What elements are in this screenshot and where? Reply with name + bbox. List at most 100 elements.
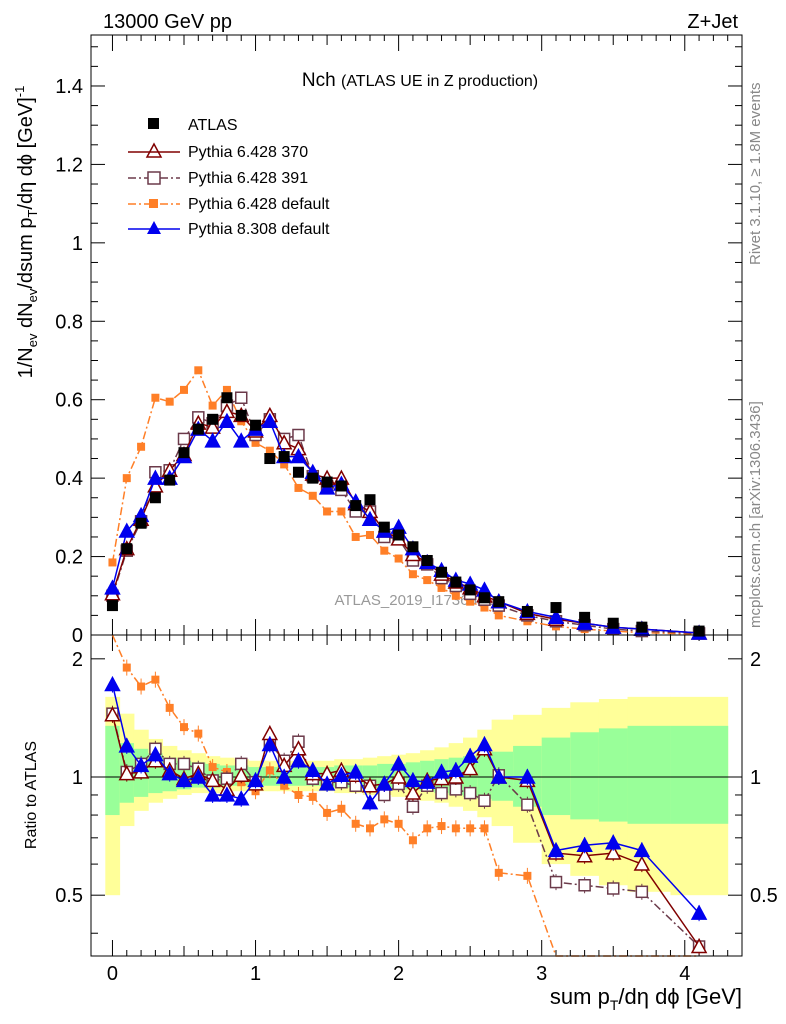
legend-marker-atlas: [148, 118, 159, 129]
pythia-8-308-default-point: [118, 522, 136, 538]
pythia-8-308-default-point: [261, 735, 279, 752]
atlas-point: [607, 617, 619, 629]
pythia-6-428-default-point: [208, 763, 217, 772]
pythia-6-428-370-point: [604, 844, 622, 860]
ratio-y-tick-label-right: 1: [750, 767, 761, 789]
band-inner-bin: [570, 732, 600, 820]
atlas-point: [521, 605, 533, 617]
pythia-6-428-default-point: [122, 663, 131, 672]
pythia-6-428-default-point: [408, 570, 417, 579]
pythia-8-308-default-point: [404, 771, 422, 788]
pythia-6-428-default-point: [280, 460, 289, 469]
pythia-6-428-default-point: [466, 597, 475, 606]
pythia-8-308-default-point: [132, 756, 150, 773]
pythia-6-428-default-point: [494, 868, 503, 877]
pythia-6-428-default-point: [394, 819, 403, 828]
pythia-6-428-default-point: [423, 824, 432, 833]
pythia-6-428-default-point: [308, 792, 317, 801]
atlas-point: [478, 592, 490, 604]
main-y-tick-label: 1: [72, 233, 83, 255]
pythia-8-308-default-point: [104, 675, 121, 692]
pythia-8-308-default-point: [147, 746, 164, 762]
pythia-6-428-default-point: [437, 822, 446, 831]
pythia-6-428-370-point: [576, 847, 593, 863]
band-inner-bin: [627, 725, 671, 824]
main-y-tick-label: 0.4: [55, 468, 83, 490]
pythia-6-428-default-point: [165, 397, 174, 406]
pythia-6-428-default-point: [423, 576, 432, 585]
pythia-8-308-default-point: [290, 447, 307, 464]
pythia-8-308-default-point: [361, 510, 379, 527]
pythia-8-308-default-point: [147, 469, 164, 485]
legend-label-atlas: ATLAS: [188, 117, 238, 134]
pythia-8-308-default-point: [204, 786, 221, 802]
pythia-8-308-default-point: [447, 761, 465, 778]
pythia-6-428-default-point: [451, 591, 460, 600]
pythia-8-308-default-series: [104, 675, 708, 922]
pythia-6-428-391-point: [435, 786, 448, 800]
pythia-6-428-default-point: [351, 819, 360, 828]
pythia-6-428-default-point: [151, 393, 160, 402]
ratio-y-tick-label-right: 0.5: [750, 885, 778, 907]
atlas-point: [250, 419, 262, 431]
legend-label-pydef: Pythia 6.428 default: [188, 196, 330, 213]
atlas-point: [221, 392, 233, 404]
pythia-6-428-default-point: [308, 491, 317, 500]
pythia-6-428-default-point: [294, 790, 303, 799]
legend: ATLAS Pythia 6.428 370 Pythia 6.428 391 …: [128, 117, 330, 238]
pythia-8-308-default-point: [290, 752, 307, 768]
legend-marker-py8: [147, 221, 161, 234]
band-inner-bin: [541, 737, 571, 816]
pythia-6-428-default-point: [137, 682, 146, 691]
pythia-8-308-default-line: [111, 420, 700, 634]
pythia-8-308-default-point: [190, 768, 207, 784]
pythia-8-308-default-point: [304, 761, 322, 778]
atlas-point: [307, 472, 319, 484]
atlas-point: [378, 521, 390, 533]
pythia-6-428-370-point: [461, 760, 479, 776]
plot-subtitle: (ATLAS UE in Z production): [341, 73, 538, 90]
pythia-8-308-default-point: [476, 735, 493, 752]
atlas-point: [106, 600, 118, 612]
main-y-tick-label: 1.2: [55, 154, 83, 176]
ratio-y-tick-label-right: 2: [750, 649, 761, 671]
pythia-6-428-default-point: [480, 603, 489, 612]
pythia-6-428-default-point: [494, 611, 503, 620]
atlas-point: [121, 543, 133, 555]
atlas-point: [350, 500, 362, 512]
pythia-6-428-370-point: [633, 855, 651, 871]
main-y-tick-label: 0.8: [55, 311, 83, 333]
pythia-6-428-391-point: [449, 783, 463, 796]
pythia-6-428-391-point: [635, 885, 649, 899]
atlas-point: [693, 625, 705, 637]
x-axis-label: sum pT/dη dϕ [GeV]: [550, 984, 742, 1013]
pythia-6-428-391-point: [177, 432, 191, 446]
mcplots-label: mcplots.cern.ch [arXiv:1306.3436]: [747, 401, 764, 628]
pythia-6-428-default-point: [208, 401, 217, 410]
pythia-6-428-default-point: [337, 507, 346, 516]
pythia-8-308-default-point: [433, 763, 450, 779]
atlas-point: [164, 474, 176, 486]
pythia-8-308-default-point: [232, 432, 250, 448]
pythia-6-428-default-point: [194, 729, 203, 738]
atlas-point: [207, 413, 219, 425]
pythia-6-428-default-point: [380, 546, 389, 555]
ratio-ylabel: Ratio to ATLAS: [23, 741, 40, 849]
process-label: Z+Jet: [687, 11, 738, 33]
pythia-8-308-default-point: [218, 786, 236, 802]
atlas-point: [321, 476, 333, 488]
pythia-6-428-default-point: [394, 554, 403, 563]
pythia-6-428-391-line: [111, 713, 700, 948]
pythia-6-428-391-point: [463, 786, 477, 800]
pythia-6-428-370-point: [690, 937, 708, 954]
pythia-8-308-default-point: [118, 737, 136, 753]
legend-label-py391: Pythia 6.428 391: [188, 170, 308, 187]
atlas-point: [278, 451, 290, 463]
pythia-6-428-default-point: [222, 385, 231, 394]
pythia-6-428-default-point: [351, 532, 360, 541]
pythia-8-308-default-point: [418, 773, 436, 789]
ratio-y-tick-label: 2: [72, 649, 83, 671]
atlas-point: [235, 409, 247, 421]
pythia-8-308-default-line: [111, 684, 700, 914]
